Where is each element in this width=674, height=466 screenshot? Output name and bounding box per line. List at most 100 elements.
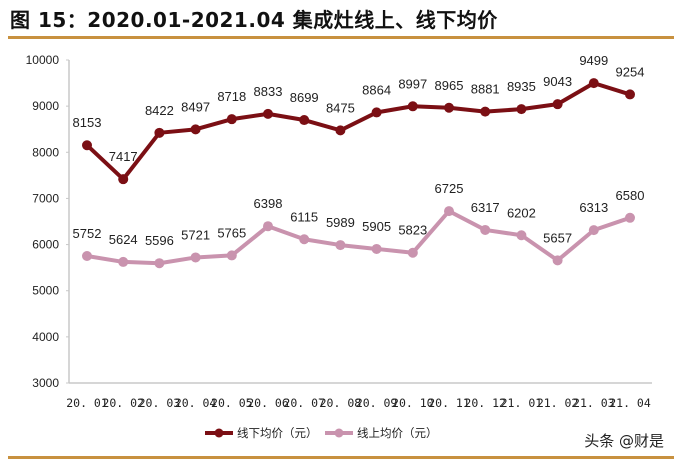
watermark: 头条 @财是 <box>584 432 664 450</box>
legend-item-offline[interactable]: 线下均价（元） <box>205 426 318 440</box>
data-point <box>480 224 491 235</box>
top-divider <box>8 36 674 39</box>
data-point <box>118 256 129 267</box>
data-label: 5765 <box>217 225 246 240</box>
legend-marker-icon <box>334 428 344 438</box>
data-label: 9254 <box>616 64 645 79</box>
y-tick-label: 7000 <box>32 191 59 205</box>
legend-label: 线下均价（元） <box>237 426 318 440</box>
data-point <box>371 107 382 118</box>
data-label: 6317 <box>471 200 500 215</box>
x-tick-label: 20. 05 <box>211 396 253 410</box>
data-point <box>190 124 201 135</box>
data-point <box>226 114 237 125</box>
data-point <box>552 99 563 110</box>
data-label: 8997 <box>398 76 427 91</box>
y-tick-label: 5000 <box>32 284 59 298</box>
data-point <box>625 212 635 223</box>
data-point <box>444 206 454 217</box>
data-label: 8497 <box>181 99 210 114</box>
data-label: 6313 <box>579 200 608 215</box>
chart-series: 8153 7417 8422 8497 8718 8833 8699 8475 8864 8997… <box>73 53 645 269</box>
x-tick-label: 20. 02 <box>102 396 144 410</box>
data-label: 8833 <box>254 84 283 99</box>
x-tick-label: 20. 01 <box>66 396 108 410</box>
data-point <box>263 108 273 119</box>
data-point <box>299 234 310 245</box>
x-tick-label: 21. 01 <box>501 396 543 410</box>
series-offline: 8153 7417 8422 8497 8718 8833 8699 8475 8864 8997… <box>73 53 645 185</box>
x-tick-label: 20. 07 <box>283 396 325 410</box>
y-tick-label: 4000 <box>32 330 59 344</box>
legend-item-online[interactable]: 线上均价（元） <box>325 426 438 440</box>
data-point <box>588 78 599 89</box>
data-label: 8699 <box>290 90 319 105</box>
data-label: 8718 <box>217 89 246 104</box>
data-label: 8475 <box>326 100 355 115</box>
data-label: 5989 <box>326 215 355 230</box>
data-point <box>226 250 237 261</box>
data-label: 5624 <box>109 232 138 247</box>
x-tick-label: 20. 10 <box>392 396 434 410</box>
data-label: 5721 <box>181 227 210 242</box>
x-tick-label: 20. 06 <box>247 396 289 410</box>
data-label: 6115 <box>290 209 318 224</box>
data-point <box>118 174 129 185</box>
y-tick-label: 6000 <box>32 238 59 252</box>
data-label: 9043 <box>543 74 572 89</box>
data-point <box>516 230 527 241</box>
data-point <box>82 251 92 262</box>
x-tick-label: 21. 02 <box>537 396 579 410</box>
data-point <box>516 104 527 115</box>
chart-legend: 线下均价（元） 线上均价（元） <box>205 426 438 440</box>
x-tick-label: 20. 11 <box>428 396 470 410</box>
x-tick-label: 21. 04 <box>609 396 651 410</box>
data-label: 5905 <box>362 219 391 234</box>
y-tick-label: 3000 <box>32 376 59 390</box>
data-point <box>190 252 201 263</box>
x-tick-label: 20. 08 <box>320 396 362 410</box>
y-tick-label: 8000 <box>32 145 59 159</box>
data-label: 7417 <box>109 149 138 164</box>
data-label: 8864 <box>362 82 391 97</box>
data-label: 8965 <box>435 78 464 93</box>
data-point <box>154 127 165 138</box>
data-label: 6725 <box>435 181 464 196</box>
data-label: 5823 <box>398 223 427 238</box>
figure-title: 图 15：2020.01-2021.04 集成灶线上、线下均价 <box>10 8 498 32</box>
data-point <box>371 243 382 254</box>
data-label: 6580 <box>616 188 645 203</box>
data-label: 8153 <box>73 115 102 130</box>
data-label: 8422 <box>145 103 174 118</box>
x-tick-label: 20. 04 <box>175 396 217 410</box>
y-tick-label: 9000 <box>32 99 59 113</box>
data-point <box>552 255 563 266</box>
x-tick-label: 21. 03 <box>573 396 615 410</box>
x-tick-label: 20. 09 <box>356 396 398 410</box>
data-label: 9499 <box>579 53 608 68</box>
data-point <box>407 247 418 258</box>
data-label: 8881 <box>471 82 500 97</box>
data-label: 6398 <box>254 196 283 211</box>
data-point <box>407 101 418 112</box>
data-point <box>154 258 165 269</box>
data-point <box>263 221 273 232</box>
y-axis: 3000 4000 5000 6000 7000 8000 9000 10000 <box>26 53 70 390</box>
data-point <box>444 102 454 113</box>
data-point <box>299 115 310 126</box>
data-point <box>588 225 599 236</box>
data-label: 8935 <box>507 79 536 94</box>
data-point <box>625 89 635 100</box>
x-tick-label: 20. 03 <box>139 396 181 410</box>
y-tick-label: 10000 <box>26 53 60 67</box>
data-label: 6202 <box>507 205 536 220</box>
data-label: 5752 <box>73 226 102 241</box>
bottom-divider <box>8 456 674 459</box>
legend-label: 线上均价（元） <box>357 426 438 440</box>
data-point <box>335 240 346 251</box>
data-point <box>82 140 92 151</box>
legend-marker-icon <box>214 428 224 438</box>
x-tick-label: 20. 12 <box>464 396 506 410</box>
